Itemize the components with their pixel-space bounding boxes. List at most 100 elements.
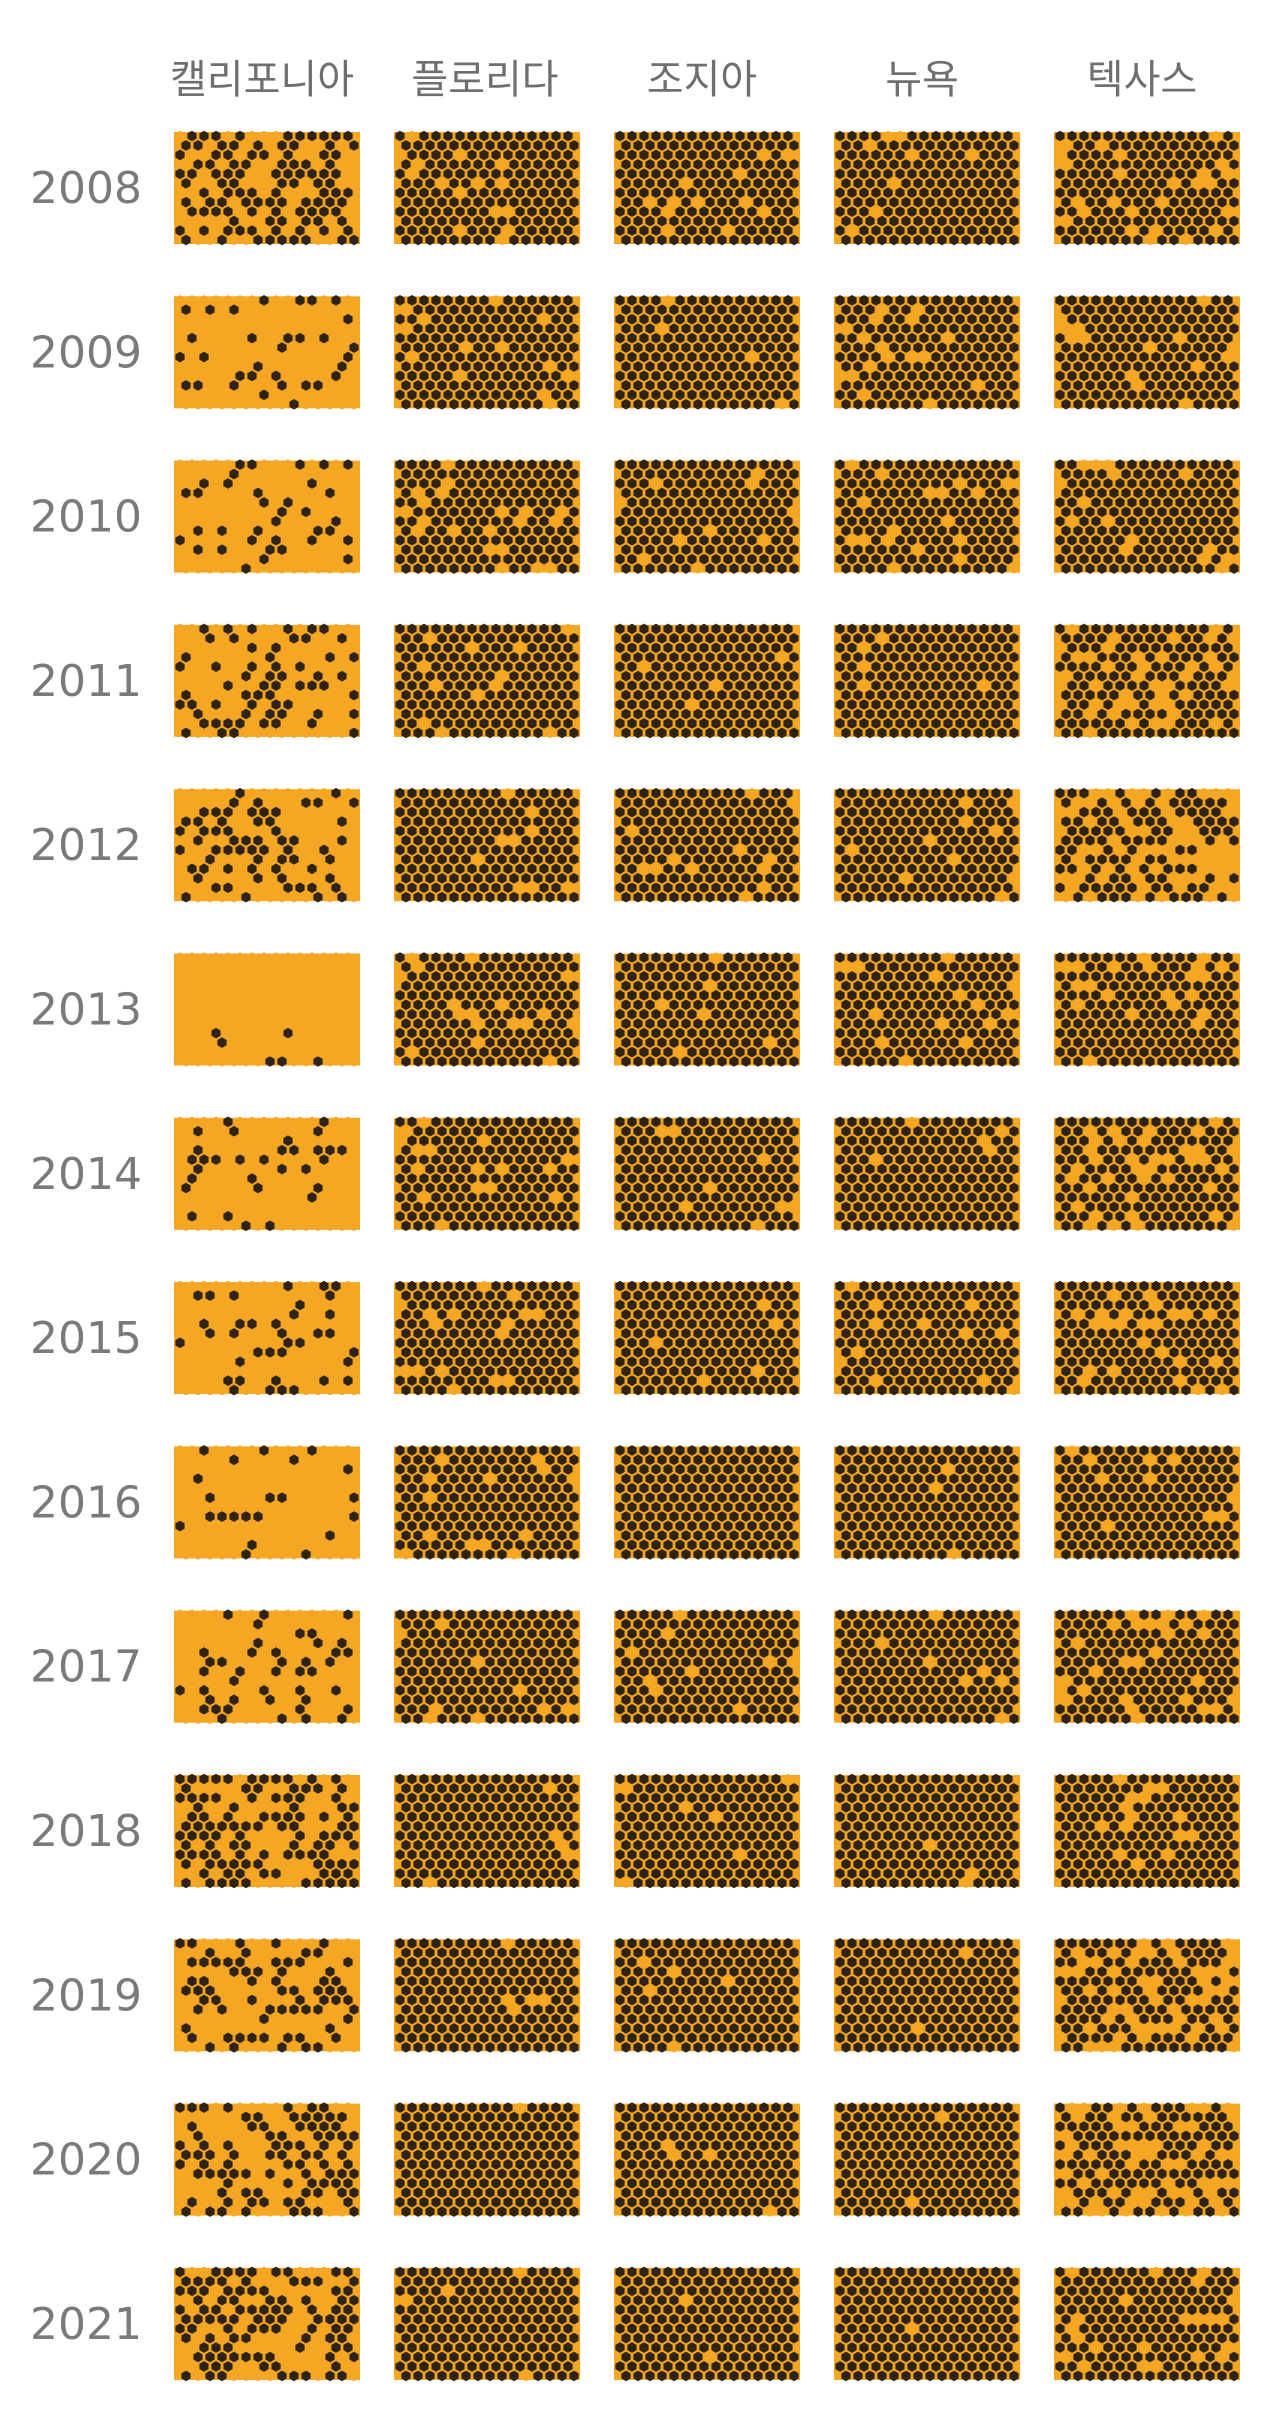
hex-cell [895,149,905,161]
hex-cell [175,206,185,217]
hex-cell [747,130,757,142]
hex-cell [247,295,257,306]
hex-cell [639,149,649,161]
hex-cell [211,351,221,363]
hex-cell [853,140,863,151]
hex-cell [1229,234,1239,246]
hex-cell [247,225,257,236]
hex-cell [711,187,721,199]
hex-cell [841,196,851,208]
hex-cell [455,149,465,161]
hex-cell [753,196,763,208]
hex-cell [283,149,293,161]
column-label-georgia: 조지아 [647,57,757,103]
hex-cell [877,140,887,151]
hex-cell [901,140,911,151]
hex-cell [431,168,441,180]
hex-cell [545,177,555,189]
hex-cell [901,159,911,170]
hex-cell [1061,234,1071,246]
hex-cell [687,187,697,199]
hex-cell [313,159,323,170]
hex-cell [645,234,655,246]
hex-cell [955,130,965,142]
hex-cell [699,225,709,236]
hex-cell [1217,159,1227,170]
hex-cell [485,215,495,227]
hex-cell [289,177,299,189]
hex-cell [783,149,793,161]
hex-cell [771,187,781,199]
hex-cell [1073,177,1083,189]
hex-cell [681,215,691,227]
hex-cell [723,206,733,217]
hex-cell [431,225,441,236]
hex-cell [337,234,347,246]
hex-cell [675,187,685,199]
hex-cell [253,215,263,227]
hex-cell [1187,187,1197,199]
row-label-2015: 2015 [30,1313,142,1364]
hex-cell [319,206,329,217]
hex-cell [1085,177,1095,189]
hex-cell [301,177,311,189]
hex-cell [407,168,417,180]
hex-cell [657,196,667,208]
hex-cell [491,130,501,142]
hex-cell [569,177,579,189]
hex-cell [1091,168,1101,180]
hex-cell [859,225,869,236]
hex-cell [835,130,845,142]
hex-cell [693,234,703,246]
hex-cell [443,130,453,142]
hex-cell [645,177,655,189]
hex-cell [657,234,667,246]
hex-cell [645,196,655,208]
hex-cell [1193,215,1203,227]
hex-cell [1133,234,1143,246]
hex-cell [1193,140,1203,151]
hex-cell [199,225,209,236]
hex-cell [569,159,579,170]
hex-cell [283,313,293,325]
panel-2008-4 [1054,130,1240,246]
hex-cell [841,215,851,227]
hex-cell [1223,225,1233,236]
hex-cell [289,159,299,170]
hex-cell [181,215,191,227]
hex-cell [229,323,239,334]
hex-cell [741,159,751,170]
hex-cell [1073,140,1083,151]
hex-cell [1217,215,1227,227]
hex-cell [413,234,423,246]
hex-cell [253,140,263,151]
hex-cell [633,159,643,170]
hex-cell [467,225,477,236]
hex-cell [1175,206,1185,217]
hex-cell [491,168,501,180]
hex-cell [349,234,359,246]
panel-2012-0 [174,787,360,903]
hex-cell [211,149,221,161]
hex-cell [1223,187,1233,199]
hex-cell [967,225,977,236]
hex-cell [1109,159,1119,170]
hex-cell [955,225,965,236]
hex-cell [199,130,209,142]
row-label-2010: 2010 [30,492,142,543]
panel-2011-1 [394,623,580,739]
hex-cell [627,187,637,199]
hex-cell [1121,140,1131,151]
hex-cell [759,206,769,217]
hex-cell [1205,234,1215,246]
hex-cell [437,234,447,246]
hex-cell [229,196,239,208]
hex-cell [289,323,299,334]
hex-cell [1199,149,1209,161]
hex-cell [1085,159,1095,170]
hex-cell [485,140,495,151]
hex-cell [295,168,305,180]
hex-cell [205,177,215,189]
hex-cell [991,206,1001,217]
hex-cell [693,140,703,151]
